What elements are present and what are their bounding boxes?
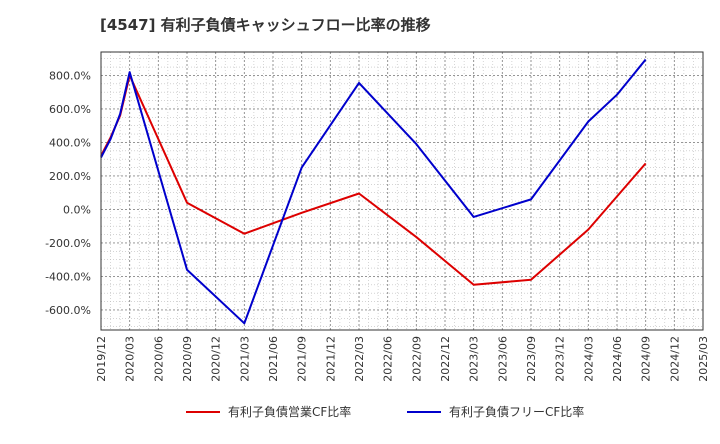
x-tick-label: 2024/09 <box>640 336 653 382</box>
y-tick-label: 800.0% <box>49 69 91 82</box>
chart-title: [4547] 有利子負債キャッシュフロー比率の推移 <box>100 16 431 34</box>
y-tick-label: 600.0% <box>49 103 91 116</box>
y-tick-label: -400.0% <box>45 270 91 283</box>
x-tick-label: 2021/06 <box>267 336 280 382</box>
legend-layer: 有利子負債営業CF比率 有利子負債フリーCF比率 <box>186 404 584 419</box>
x-tick-label: 2023/06 <box>496 336 509 382</box>
x-tick-label: 2024/12 <box>668 336 681 382</box>
x-tick-label: 2024/03 <box>582 336 595 382</box>
x-tick-label: 2023/09 <box>525 336 538 382</box>
x-tick-label: 2022/09 <box>410 336 423 382</box>
legend-label-2: 有利子負債フリーCF比率 <box>449 404 584 419</box>
y-tick-label: 200.0% <box>49 170 91 183</box>
x-tick-label: 2024/06 <box>611 336 624 382</box>
x-tick-label: 2022/12 <box>439 336 452 382</box>
y-tick-label: 0.0% <box>63 203 91 216</box>
x-tick-label: 2020/09 <box>181 336 194 382</box>
x-tick-label: 2022/06 <box>382 336 395 382</box>
plot-frame <box>100 51 704 331</box>
series-line-2 <box>100 58 647 325</box>
series-layer <box>100 58 647 325</box>
grid-layer <box>100 52 704 330</box>
x-tick-label: 2021/03 <box>238 336 251 382</box>
y-tick-label: -600.0% <box>45 304 91 317</box>
legend-label-1: 有利子負債営業CF比率 <box>228 404 351 419</box>
x-tick-label: 2023/12 <box>554 336 567 382</box>
y-tick-label: -200.0% <box>45 237 91 250</box>
x-tick-label: 2021/09 <box>296 336 309 382</box>
axis-layer: 2019/12 2020/03 2020/06 2020/09 2020/12 2021/… <box>45 51 710 382</box>
x-tick-label: 2020/06 <box>152 336 165 382</box>
x-tick-label: 2025/03 <box>697 336 710 382</box>
x-tick-label: 2021/12 <box>324 336 337 382</box>
x-tick-label: 2020/03 <box>124 336 137 382</box>
plot-area <box>101 52 703 330</box>
y-tick-label: 400.0% <box>49 136 91 149</box>
x-tick-label: 2019/12 <box>95 336 108 382</box>
x-tick-label: 2020/12 <box>210 336 223 382</box>
x-tick-label: 2022/03 <box>353 336 366 382</box>
x-tick-label: 2023/03 <box>468 336 481 382</box>
